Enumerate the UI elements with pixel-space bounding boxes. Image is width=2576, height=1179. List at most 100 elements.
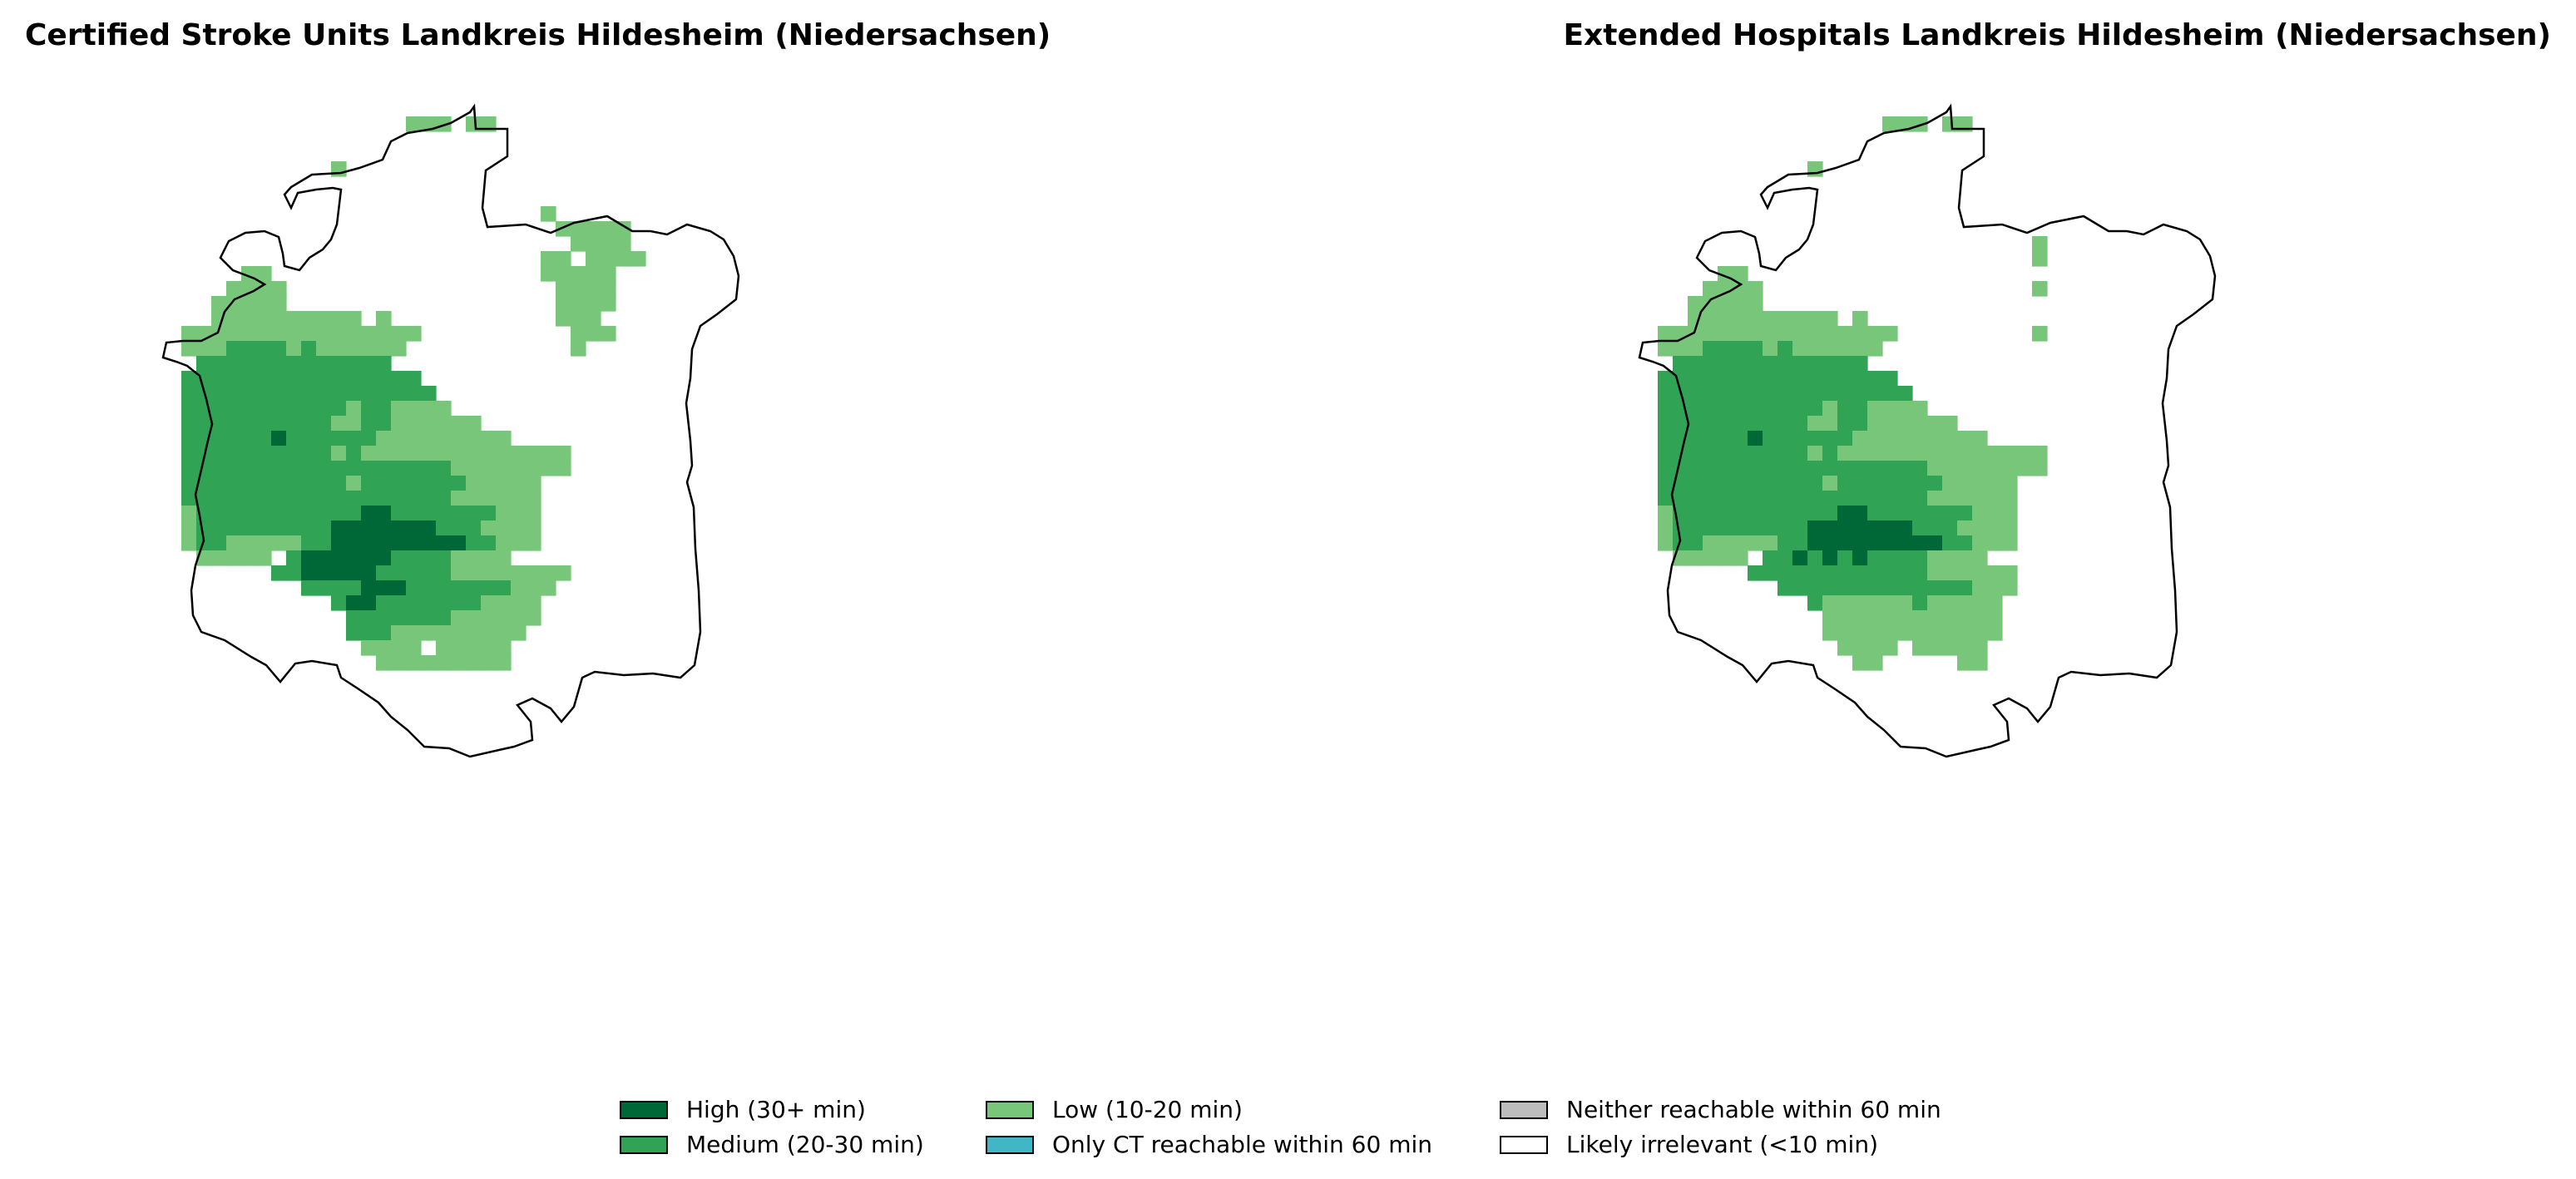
grid-cell xyxy=(331,161,347,177)
grid-cell xyxy=(316,476,332,491)
grid-cell xyxy=(301,311,317,327)
grid-cell xyxy=(271,431,287,446)
grid-cell xyxy=(481,595,497,611)
grid-cell xyxy=(391,401,407,417)
grid-cell xyxy=(181,416,197,432)
grid-cell xyxy=(1748,506,1763,521)
grid-cell xyxy=(1792,401,1808,417)
grid-cell xyxy=(1733,461,1748,476)
grid-cell xyxy=(331,311,347,327)
grid-cell xyxy=(436,595,452,611)
grid-cell xyxy=(1703,461,1718,476)
grid-cell xyxy=(346,476,362,491)
grid-cell xyxy=(421,565,437,581)
grid-cell xyxy=(1658,416,1674,432)
grid-cell xyxy=(1852,356,1868,372)
grid-cell xyxy=(391,386,407,402)
grid-cell xyxy=(1972,565,1988,581)
grid-cell xyxy=(1733,341,1748,357)
grid-cell xyxy=(286,371,302,387)
grid-cell xyxy=(376,371,392,387)
grid-cell xyxy=(1867,595,1883,611)
grid-cell xyxy=(1807,356,1823,372)
grid-cell xyxy=(331,535,347,551)
grid-cell xyxy=(406,326,422,342)
grid-cell xyxy=(241,341,257,357)
grid-cell xyxy=(1897,446,1913,461)
grid-cell xyxy=(1822,431,1838,446)
grid-cell xyxy=(466,461,482,476)
grid-cell xyxy=(1807,506,1823,521)
grid-cell xyxy=(1777,565,1793,581)
grid-cell xyxy=(271,371,287,387)
grid-cell xyxy=(1658,535,1674,551)
grid-cell xyxy=(511,506,527,521)
grid-cell xyxy=(346,386,362,402)
grid-cell xyxy=(526,506,541,521)
grid-cell xyxy=(1897,565,1913,581)
grid-cell xyxy=(1867,610,1883,626)
grid-cell xyxy=(271,281,287,297)
grid-cell xyxy=(541,580,556,596)
grid-cell xyxy=(301,356,317,372)
grid-cell xyxy=(466,595,482,611)
grid-cell xyxy=(1837,446,1853,461)
grid-cell xyxy=(1987,535,2003,551)
grid-cell xyxy=(1733,446,1748,461)
grid-cell xyxy=(301,431,317,446)
grid-cell xyxy=(1942,506,1958,521)
grid-cell xyxy=(271,491,287,506)
grid-cell xyxy=(1882,610,1898,626)
grid-cell xyxy=(1882,550,1898,566)
grid-cell xyxy=(436,535,452,551)
grid-cell xyxy=(1837,550,1853,566)
grid-cell xyxy=(256,386,272,402)
grid-cell xyxy=(376,461,392,476)
grid-cell xyxy=(1748,401,1763,417)
grid-cell xyxy=(1837,341,1853,357)
grid-cell xyxy=(256,461,272,476)
grid-cell xyxy=(1807,401,1823,417)
grid-cell xyxy=(226,431,242,446)
grid-cell xyxy=(181,476,197,491)
grid-cell xyxy=(1957,625,1973,641)
grid-cell xyxy=(436,461,452,476)
grid-cell xyxy=(1688,550,1703,566)
grid-cell xyxy=(376,491,392,506)
grid-cell xyxy=(1807,476,1823,491)
grid-cell xyxy=(1942,535,1958,551)
grid-cell xyxy=(1897,506,1913,521)
grid-cell xyxy=(316,341,332,357)
legend-label-medium: Medium (20-30 min) xyxy=(686,1131,924,1158)
grid-cell xyxy=(1748,565,1763,581)
grid-cell xyxy=(346,580,362,596)
grid-cell xyxy=(1792,520,1808,536)
grid-cell xyxy=(1688,326,1703,342)
grid-cell xyxy=(496,520,512,536)
grid-cell xyxy=(1763,416,1778,432)
grid-cell xyxy=(286,565,302,581)
grid-cell xyxy=(316,446,332,461)
grid-cell xyxy=(1897,461,1913,476)
grid-cell xyxy=(1912,506,1928,521)
grid-cell xyxy=(466,550,482,566)
grid-cell xyxy=(301,371,317,387)
grid-cell xyxy=(256,266,272,282)
grid-cell xyxy=(1942,640,1958,656)
grid-cell xyxy=(301,520,317,536)
grid-cell xyxy=(1927,431,1943,446)
grid-cell xyxy=(586,236,601,252)
grid-cell xyxy=(391,446,407,461)
grid-cell xyxy=(1822,580,1838,596)
grid-cell xyxy=(1807,416,1823,432)
grid-cell xyxy=(1718,476,1733,491)
grid-cell xyxy=(376,311,392,327)
grid-cell xyxy=(1688,535,1703,551)
grid-cell xyxy=(511,610,527,626)
grid-cell xyxy=(1658,386,1674,402)
grid-cell xyxy=(1837,520,1853,536)
grid-cell xyxy=(406,461,422,476)
grid-cell xyxy=(1688,386,1703,402)
grid-cell xyxy=(376,520,392,536)
grid-cell xyxy=(316,431,332,446)
